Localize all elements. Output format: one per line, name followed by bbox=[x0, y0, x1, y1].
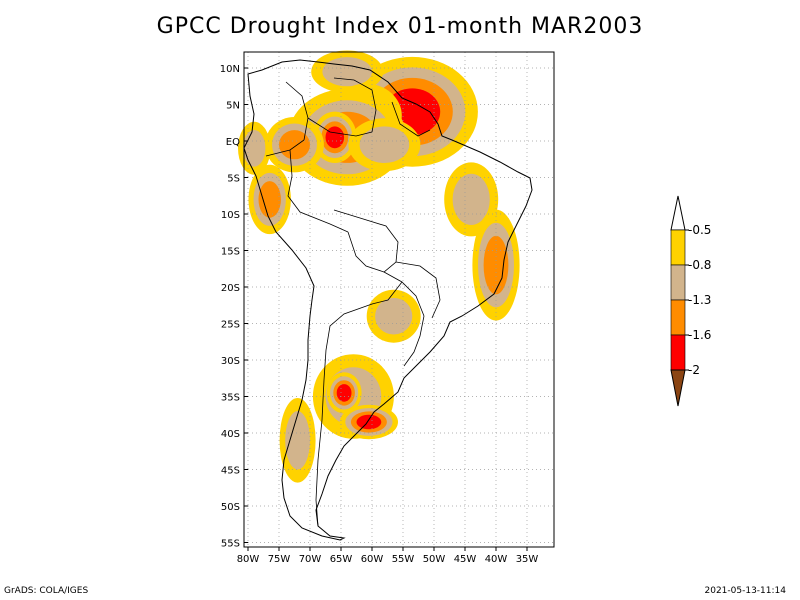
legend-label: -1.3 bbox=[688, 293, 711, 307]
y-tick-label: 40S bbox=[221, 429, 240, 440]
drought-region-1-level-1 bbox=[322, 57, 373, 87]
x-tick-label: 35W bbox=[516, 554, 539, 565]
color-legend: -0.5 -0.8 -1.3 -1.6 -2 bbox=[670, 195, 711, 407]
legend-label: -1.6 bbox=[688, 328, 711, 342]
x-tick-label: 75W bbox=[268, 554, 291, 565]
drought-region-9-level-1 bbox=[452, 173, 490, 225]
y-tick-label: 5N bbox=[226, 101, 240, 112]
legend-swatch bbox=[670, 334, 686, 371]
y-tick-label: 10N bbox=[220, 64, 240, 75]
y-tick-label: 20S bbox=[221, 283, 240, 294]
drought-region-5-level-1 bbox=[359, 126, 410, 163]
longitude-ticks: 80W 75W 70W 65W 60W 55W 50W 45W 40W 35W bbox=[237, 547, 539, 565]
drought-shading-layer bbox=[238, 50, 520, 483]
map-frame bbox=[243, 51, 555, 548]
drought-region-6-level-2 bbox=[279, 130, 310, 160]
legend-label: -0.5 bbox=[688, 223, 711, 237]
x-tick-label: 70W bbox=[299, 554, 322, 565]
graticule bbox=[244, 52, 554, 547]
grads-credit: GrADS: COLA/IGES bbox=[4, 586, 89, 596]
legend-top-arrow bbox=[670, 195, 686, 231]
x-tick-label: 60W bbox=[361, 554, 384, 565]
drought-region-8-level-2 bbox=[258, 181, 281, 218]
y-tick-label: 10S bbox=[221, 210, 240, 221]
drought-region-14-level-3 bbox=[356, 414, 382, 430]
x-tick-label: 80W bbox=[237, 554, 260, 565]
latitude-ticks: 10N 5N EQ 5S 10S 15S 20S 25S 30S 35S 40S 45S 50S 55S bbox=[220, 64, 248, 550]
y-tick-label: 30S bbox=[221, 356, 240, 367]
coastline-layer bbox=[243, 59, 533, 541]
legend-bottom-arrow bbox=[670, 369, 686, 407]
y-tick-label: 55S bbox=[221, 539, 240, 550]
drought-region-7-level-1 bbox=[243, 130, 266, 167]
x-tick-label: 45W bbox=[454, 554, 477, 565]
country-borders bbox=[265, 77, 441, 527]
legend-swatch bbox=[670, 229, 686, 266]
render-timestamp: 2021-05-13-11:14 bbox=[704, 586, 787, 596]
south-america-coastline bbox=[243, 59, 533, 541]
x-tick-label: 40W bbox=[485, 554, 508, 565]
drought-region-10-level-2 bbox=[483, 235, 509, 295]
country-border-lines bbox=[265, 77, 441, 527]
y-tick-label: 35S bbox=[221, 393, 240, 404]
drought-region-13-level-3 bbox=[336, 384, 352, 402]
legend-label: -0.8 bbox=[688, 258, 711, 272]
legend-swatch bbox=[670, 299, 686, 336]
x-tick-label: 50W bbox=[423, 554, 446, 565]
legend-swatch bbox=[670, 264, 686, 301]
y-tick-label: 5S bbox=[227, 174, 240, 185]
drought-region-15-level-1 bbox=[285, 411, 310, 470]
y-tick-label: EQ bbox=[226, 137, 240, 148]
x-tick-label: 65W bbox=[330, 554, 353, 565]
y-tick-label: 15S bbox=[221, 247, 240, 258]
x-tick-label: 55W bbox=[392, 554, 415, 565]
y-tick-label: 45S bbox=[221, 466, 240, 477]
legend-label: -2 bbox=[688, 363, 700, 377]
y-tick-label: 50S bbox=[221, 502, 240, 513]
map-title: GPCC Drought Index 01-month MAR2003 bbox=[156, 14, 644, 39]
y-tick-label: 25S bbox=[221, 320, 240, 331]
drought-region-11-level-1 bbox=[375, 297, 413, 335]
